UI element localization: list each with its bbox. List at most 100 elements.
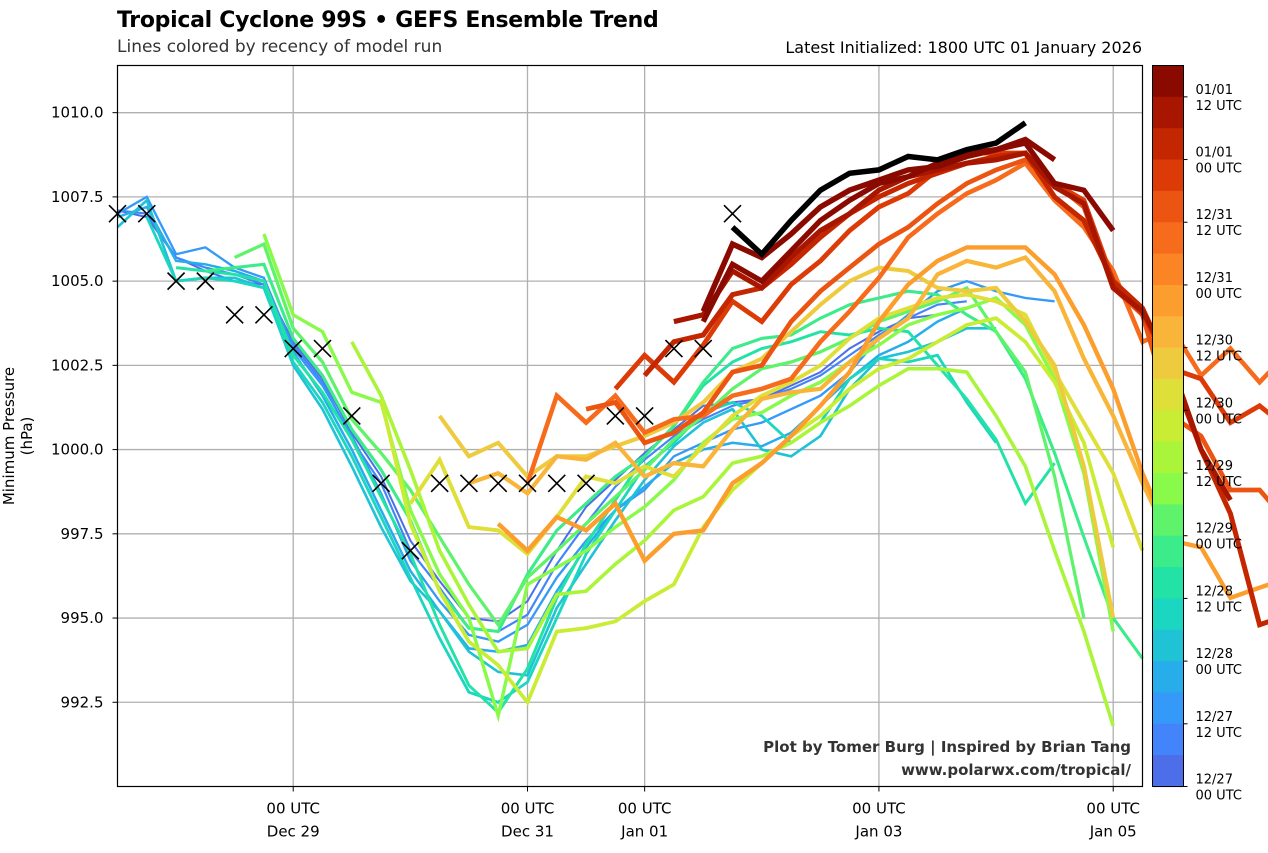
- colorbar-segment: [1152, 410, 1184, 443]
- x-tick-label-time: 00 UTC: [618, 800, 672, 818]
- ensemble-run-line: [233, 241, 1086, 628]
- x-tick-label-date: Jan 03: [854, 823, 902, 841]
- colorbar-label-date: 12/27: [1196, 773, 1233, 788]
- x-marker-stroke: [577, 474, 596, 493]
- y-tick-label: 1002.5: [51, 356, 104, 374]
- x-marker-stroke: [723, 204, 742, 223]
- latest-initialized-label: Latest Initialized: 1800 UTC 01 January …: [785, 38, 1142, 57]
- x-marker-stroke: [694, 339, 713, 358]
- observed-x-marker: [196, 272, 215, 291]
- ensemble-run-line: [350, 340, 1115, 727]
- ensemble-run-line: [585, 157, 1268, 504]
- plot-frame: [116, 64, 1144, 788]
- colorbar-segment: [1152, 65, 1184, 98]
- x-tick-label-time: 00 UTC: [501, 800, 555, 818]
- x-marker-stroke: [372, 474, 391, 493]
- colorbar-label-time: 00 UTC: [1196, 412, 1242, 427]
- observed-x-marker: [430, 474, 449, 493]
- credit-line-2: www.polarwx.com/tropical/: [901, 761, 1131, 779]
- x-marker-stroke: [196, 272, 215, 291]
- colorbar-label-time: 12 UTC: [1196, 600, 1242, 615]
- colorbar-segment: [1152, 190, 1184, 223]
- x-marker-stroke: [547, 474, 566, 493]
- observed-x-marker: [225, 305, 244, 324]
- ensemble-run-line: [145, 216, 998, 704]
- chart-title: Tropical Cyclone 99S • GEFS Ensemble Tre…: [117, 8, 659, 33]
- x-marker-stroke: [459, 474, 478, 493]
- credit-line-1: Plot by Tomer Burg | Inspired by Brian T…: [763, 738, 1131, 757]
- ensemble-series: [116, 120, 1268, 727]
- colorbar-segment: [1152, 253, 1184, 286]
- ensemble-run-line: [700, 140, 1116, 323]
- observed-x-marker: [547, 474, 566, 493]
- ensemble-run-line: [496, 245, 1268, 601]
- y-tick-label: 995.0: [61, 609, 104, 627]
- colorbar-label-date: 12/31: [1196, 208, 1233, 223]
- colorbar-label-date: 12/29: [1196, 459, 1233, 474]
- x-marker-stroke: [254, 305, 273, 324]
- x-tick-label-date: Jan 05: [1089, 823, 1137, 841]
- colorbar-segment: [1152, 598, 1184, 631]
- colorbar-label-time: 12 UTC: [1196, 475, 1242, 490]
- colorbar-segment: [1152, 441, 1184, 474]
- x-marker-stroke: [342, 406, 361, 425]
- observed-markers: [108, 204, 742, 560]
- ensemble-run-line: [117, 209, 967, 633]
- colorbar-label-time: 00 UTC: [1196, 789, 1242, 804]
- observed-x-marker: [694, 339, 713, 358]
- chart-subtitle: Lines colored by recency of model run: [117, 37, 443, 57]
- x-tick-label-date: Dec 31: [501, 823, 554, 841]
- colorbar-segment: [1152, 629, 1184, 662]
- x-marker-stroke: [137, 204, 156, 223]
- colorbar-segment: [1152, 661, 1184, 694]
- colorbar-frame: [1152, 65, 1184, 787]
- colorbar-segment: [1152, 284, 1184, 317]
- observed-x-marker: [459, 474, 478, 493]
- observed-x-marker: [167, 272, 186, 291]
- colorbar-label-time: 00 UTC: [1196, 162, 1242, 177]
- x-marker-stroke: [489, 474, 508, 493]
- y-axis-ticks: 992.5 995.0 997.5 1000.0 1002.5 1005.0 1007.5 1…: [51, 104, 118, 711]
- observed-x-marker: [254, 305, 273, 324]
- colorbar-segment: [1152, 347, 1184, 380]
- colorbar-label-time: 00 UTC: [1196, 538, 1242, 553]
- y-tick-label: 1007.5: [51, 188, 104, 206]
- x-tick-label-date: Jan 01: [620, 823, 668, 841]
- observed-x-marker: [372, 474, 391, 493]
- observed-x-marker: [137, 204, 156, 223]
- colorbar-segment: [1152, 473, 1184, 505]
- ensemble-run-line: [468, 255, 1174, 545]
- x-marker-stroke: [664, 339, 683, 358]
- observed-x-marker: [635, 406, 654, 425]
- colorbar-label-date: 12/27: [1196, 710, 1233, 725]
- x-tick-label-time: 00 UTC: [852, 800, 906, 818]
- observed-x-marker: [518, 474, 537, 493]
- observed-x-marker: [313, 339, 332, 358]
- colorbar-segment: [1152, 128, 1184, 161]
- ensemble-run-line: [175, 266, 1056, 715]
- ensemble-run-line: [525, 160, 1268, 485]
- y-tick-label: 997.5: [61, 525, 104, 543]
- colorbar-label-date: 12/29: [1196, 522, 1233, 537]
- colorbar-segment: [1152, 159, 1184, 192]
- colorbar-segment: [1152, 378, 1184, 411]
- x-marker-stroke: [313, 339, 332, 358]
- observed-x-marker: [489, 474, 508, 493]
- x-marker-stroke: [401, 541, 420, 560]
- colorbar-segment: [1152, 755, 1184, 788]
- x-marker-stroke: [167, 272, 186, 291]
- y-tick-label: 992.5: [61, 693, 104, 711]
- x-marker-stroke: [518, 474, 537, 493]
- x-tick-label-date: Dec 29: [267, 823, 320, 841]
- colorbar-segment: [1152, 96, 1184, 129]
- colorbar-label-time: 12 UTC: [1196, 350, 1242, 365]
- x-marker-stroke: [606, 406, 625, 425]
- x-marker-stroke: [635, 406, 654, 425]
- colorbar-label-date: 12/31: [1196, 271, 1233, 286]
- observed-x-marker: [664, 339, 683, 358]
- colorbar-label-time: 00 UTC: [1196, 287, 1242, 302]
- colorbar-segment: [1152, 692, 1184, 725]
- colorbar-segment: [1152, 316, 1184, 349]
